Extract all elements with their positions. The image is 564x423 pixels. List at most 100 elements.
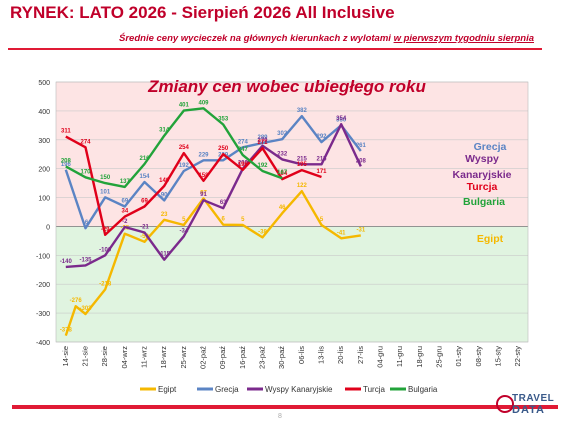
legend-label: Grecja [215,385,239,394]
data-label: 154 [139,174,150,180]
x-tick-label: 11-gru [395,346,404,367]
subtitle-text: Średnie ceny wycieczek na głównych kieru… [119,33,394,44]
data-label: 216 [139,156,150,162]
logo-line1: TRAVEL [512,393,555,404]
data-label: -276 [70,298,83,304]
data-label: 140 [159,178,170,184]
data-label: 150 [100,175,111,181]
data-label: 229 [198,152,209,158]
x-tick-label: 25-gru [434,346,443,368]
data-label: 261 [356,143,367,149]
y-tick-label: -100 [36,253,50,260]
data-label: 164 [277,171,288,177]
data-label: -303 [79,306,92,312]
data-label: 247 [238,147,249,153]
data-label: 196 [61,162,72,168]
x-tick-label: 16-paź [238,346,247,369]
subtitle-underlined: w pierwszym tygodniu sierpnia [393,33,534,44]
x-tick-label: 30-paź [277,346,286,369]
data-label: -34 [179,228,188,234]
data-label: 274 [238,139,249,145]
data-label: 215 [316,156,327,162]
data-label: 250 [218,146,229,152]
x-tick-label: 27-lis [356,346,365,364]
data-label: 5 [320,217,324,223]
series-side-label: Turcja [467,181,498,193]
series-side-label: Bulgaria [463,196,505,208]
data-label: -41 [337,230,346,236]
data-label: -38 [258,229,267,235]
legend-label: Turcja [363,385,385,394]
series-side-label: Egipt [477,233,504,245]
x-tick-label: 01-sty [454,346,463,367]
data-label: 90 [161,192,168,198]
x-tick-label: 14-sie [61,346,70,366]
y-tick-label: -300 [36,311,50,318]
data-label: 171 [316,169,327,175]
x-tick-label: 06-lis [297,346,306,364]
data-label: -25 [120,226,129,232]
data-label: -21 [140,225,149,231]
series-line-bulgaria [65,107,283,189]
x-tick-label: 02-paź [198,346,207,369]
travel-data-logo: TRAVEL DATA [494,393,558,421]
x-tick-label: 22-sty [513,346,522,367]
x-tick-label: 18-gru [415,346,424,368]
data-label: -31 [356,227,365,233]
y-tick-label: 100 [38,196,50,203]
data-label: 254 [179,145,190,151]
data-label: 69 [141,199,148,205]
header-divider [8,48,542,50]
y-tick-label: 400 [38,109,50,116]
data-label: 192 [257,163,268,169]
data-label: -218 [99,281,112,287]
page-subtitle: Średnie ceny wycieczek na głównych kieru… [119,33,534,44]
data-label: 208 [356,158,367,164]
data-label: -6 [83,220,89,226]
data-label: 409 [198,100,209,106]
data-label: 274 [80,139,91,145]
data-label: 101 [100,189,111,195]
data-label: 311 [61,129,71,135]
legend-label: Wyspy Kanaryjskie [265,385,333,394]
data-label: 63 [220,200,227,206]
x-tick-label: 08-sty [474,346,483,367]
y-tick-label: 500 [38,80,50,87]
y-tick-label: 300 [38,138,50,145]
x-tick-label: 04-wrz [120,346,129,369]
footer-bar [12,405,558,409]
data-label: -378 [60,328,73,334]
data-label: 192 [179,163,190,169]
y-tick-label: 200 [38,167,50,174]
data-label: -53 [140,234,149,240]
data-label: 215 [297,156,308,162]
data-label: 69 [121,199,128,205]
data-label: 200 [238,161,249,167]
data-label: 289 [257,135,268,141]
data-label: 195 [297,162,308,168]
data-label: -135 [79,257,92,263]
data-label: 5 [241,217,245,223]
logo-line2: DATA [512,404,545,416]
y-tick-label: -400 [36,340,50,347]
data-label: 354 [336,116,347,122]
y-tick-label: 0 [46,224,50,231]
x-tick-label: 11-wrz [139,346,148,368]
data-label: 46 [279,205,286,211]
data-label: 122 [297,183,308,189]
x-tick-label: 18-wrz [159,346,168,369]
data-label: -2 [122,219,128,225]
data-label: 167 [277,170,288,176]
series-side-label: Kanaryjskie [453,169,512,181]
data-label: 34 [121,209,128,215]
series-line-egipt [64,189,361,336]
data-label: 382 [297,108,308,114]
data-label: 302 [277,131,288,137]
data-label: 271 [257,140,268,146]
data-label: 292 [316,134,327,140]
data-label: 5 [182,217,186,223]
chart-title: Zmiany cen wobec ubiegłego roku [147,77,426,96]
legend-label: Egipt [158,385,177,394]
data-label: 97 [200,190,207,196]
data-label: 314 [159,128,170,134]
